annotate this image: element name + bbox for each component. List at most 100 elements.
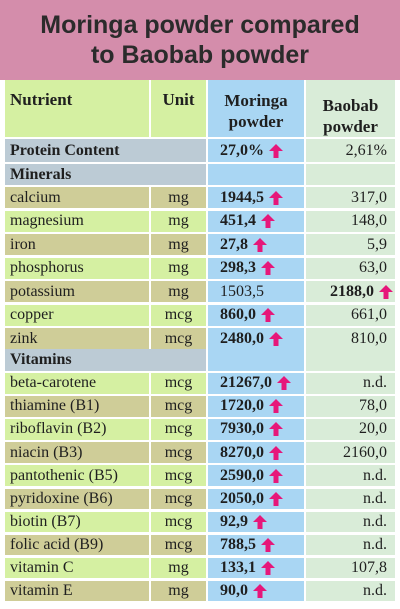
moringa-value-cell: 1944,5	[208, 187, 304, 208]
minerals-baobab-blank	[306, 164, 395, 185]
baobab-value-cell: n.d.	[306, 465, 395, 486]
vitamins-heading: Vitamins	[5, 349, 206, 371]
baobab-value: 78,0	[359, 397, 387, 415]
nutrient-name: niacin (B3)	[5, 442, 149, 463]
minerals-heading: Minerals	[5, 164, 206, 185]
up-arrow-icon	[261, 537, 275, 552]
table-row: beta-carotene mcg 21267,0 n.d.	[0, 373, 400, 394]
nutrient-unit: mcg	[151, 373, 206, 394]
moringa-value: 133,1	[220, 559, 256, 577]
title-line-2: to Baobab powder	[90, 41, 310, 69]
baobab-value: 20,0	[359, 420, 387, 438]
header-nutrient: Nutrient	[5, 80, 149, 137]
baobab-value: 148,0	[351, 212, 387, 229]
moringa-value: 2590,0	[220, 466, 264, 484]
moringa-value: 90,0	[220, 582, 248, 600]
baobab-value: 63,0	[359, 259, 387, 276]
nutrient-unit: mcg	[151, 465, 206, 486]
nutrient-unit: mg	[151, 257, 206, 279]
moringa-value: 27,8	[220, 235, 248, 253]
nutrient-name: copper	[5, 304, 149, 326]
nutrient-name: folic acid (B9)	[5, 534, 149, 556]
header-baobab-line1: Baobab	[322, 96, 379, 115]
nutrient-name: calcium	[5, 187, 149, 208]
nutrient-name: beta-carotene	[5, 373, 149, 394]
up-arrow-icon	[269, 491, 283, 506]
title-banner: Moringa powder compared to Baobab powder	[0, 0, 400, 80]
nutrient-name: zink	[5, 328, 149, 349]
header-moringa: Moringa powder	[208, 80, 304, 137]
up-arrow-icon	[261, 561, 275, 576]
nutrient-unit: mg	[151, 557, 206, 579]
nutrient-unit: mcg	[151, 488, 206, 509]
baobab-value-cell: 148,0	[306, 210, 395, 232]
moringa-value-cell: 788,5	[208, 534, 304, 556]
nutrient-name: magnesium	[5, 210, 149, 232]
vitamins-section: Vitamins	[0, 349, 400, 371]
baobab-value-cell: 317,0	[306, 187, 395, 208]
nutrient-name: thiamine (B1)	[5, 396, 149, 417]
baobab-value-cell: 661,0	[306, 304, 395, 326]
moringa-value-cell: 92,9	[208, 511, 304, 533]
header-moringa-line2: powder	[228, 112, 284, 131]
nutrient-unit: mcg	[151, 442, 206, 463]
moringa-value-cell: 298,3	[208, 257, 304, 279]
nutrient-name: pyridoxine (B6)	[5, 488, 149, 509]
table-row: riboflavin (B2) mcg 7930,0 20,0	[0, 419, 400, 440]
table-row: pantothenic (B5) mcg 2590,0 n.d.	[0, 465, 400, 486]
baobab-value: 2160,0	[343, 443, 387, 461]
moringa-value: 451,4	[220, 212, 256, 229]
nutrient-unit: mg	[151, 210, 206, 232]
moringa-value: 21267,0	[220, 374, 272, 392]
nutrient-unit: mg	[151, 187, 206, 208]
up-arrow-icon	[277, 376, 291, 391]
up-arrow-icon	[269, 331, 283, 346]
nutrient-unit: mcg	[151, 396, 206, 417]
nutrient-name: biotin (B7)	[5, 511, 149, 533]
baobab-value: n.d.	[363, 582, 387, 600]
baobab-value-cell: n.d.	[306, 511, 395, 533]
table-row: phosphorus mg 298,3 63,0	[0, 257, 400, 279]
table-row: iron mg 27,8 5,9	[0, 234, 400, 255]
moringa-value: 1720,0	[220, 397, 264, 415]
table-row: thiamine (B1) mcg 1720,0 78,0	[0, 396, 400, 417]
comparison-table: Nutrient Unit Moringa powder Baobab powd…	[0, 80, 400, 609]
moringa-value-cell: 90,0	[208, 580, 304, 602]
moringa-value-cell: 1503,5	[208, 281, 304, 302]
baobab-value-cell: n.d.	[306, 488, 395, 509]
header-baobab-line2: powder	[323, 117, 378, 136]
moringa-value-cell: 1720,0	[208, 396, 304, 417]
moringa-value: 2480,0	[220, 329, 264, 347]
up-arrow-icon	[269, 422, 283, 437]
baobab-value: 107,8	[351, 559, 387, 577]
baobab-value: 317,0	[351, 188, 387, 206]
baobab-value: 5,9	[367, 235, 387, 253]
baobab-value: n.d.	[363, 466, 387, 484]
baobab-value: 661,0	[351, 306, 387, 323]
up-arrow-icon	[261, 308, 275, 322]
title-line-1: Moringa powder compared	[40, 11, 360, 39]
table-row: pyridoxine (B6) mcg 2050,0 n.d.	[0, 488, 400, 509]
baobab-value-cell: 2160,0	[306, 442, 395, 463]
moringa-value-cell: 860,0	[208, 304, 304, 326]
up-arrow-icon	[379, 284, 393, 299]
up-arrow-icon	[253, 237, 267, 252]
nutrient-name: vitamin C	[5, 557, 149, 579]
moringa-value-cell: 2590,0	[208, 465, 304, 486]
up-arrow-icon	[253, 584, 267, 599]
nutrient-unit: mcg	[151, 328, 206, 349]
up-arrow-icon	[269, 468, 283, 483]
baobab-value-cell: 20,0	[306, 419, 395, 440]
moringa-value-cell: 451,4	[208, 210, 304, 232]
moringa-value: 788,5	[220, 535, 256, 553]
baobab-value: 2188,0	[330, 282, 374, 300]
nutrient-name: pantothenic (B5)	[5, 465, 149, 486]
moringa-value-cell: 2050,0	[208, 488, 304, 509]
baobab-value: n.d.	[363, 374, 387, 392]
protein-moringa: 27,0%	[208, 139, 304, 162]
table-row: zink mcg 2480,0 810,0	[0, 328, 400, 349]
header-moringa-line1: Moringa	[224, 91, 288, 110]
table-row: folic acid (B9) mcg 788,5 n.d.	[0, 534, 400, 556]
baobab-value-cell: 2188,0	[306, 281, 395, 302]
